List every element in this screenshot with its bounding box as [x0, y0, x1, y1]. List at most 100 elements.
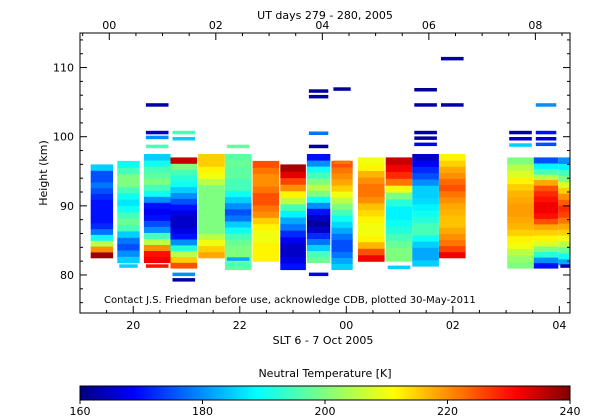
profile-cell	[224, 220, 252, 228]
profile-cell	[558, 211, 570, 218]
profile-cell	[385, 233, 413, 241]
profile-cell	[331, 233, 353, 240]
profile-cell	[117, 211, 140, 219]
isolated-segment	[145, 144, 169, 149]
profile-cell	[280, 177, 306, 185]
isolated-segment	[414, 130, 437, 135]
isolated-segment	[172, 137, 196, 141]
isolated-segment	[145, 135, 169, 140]
profile-cell	[224, 178, 252, 185]
profile-cell	[558, 175, 570, 182]
profile-cell	[252, 223, 280, 231]
profile-cell	[143, 226, 171, 233]
profile-cell	[558, 240, 570, 248]
plot-area	[90, 56, 570, 282]
profile-cell	[117, 237, 140, 245]
axes-ticks: 80 90 100 110 20 22 00 02 04	[53, 33, 570, 332]
profile-cell	[280, 262, 306, 271]
profile-cell	[198, 154, 225, 161]
colorbar-tick-label: 180	[192, 405, 213, 418]
profile-cell	[198, 251, 225, 259]
profile-cell	[224, 226, 252, 234]
profile-cell	[143, 208, 171, 215]
profile-cell	[331, 197, 353, 204]
profile-cell	[439, 239, 466, 247]
top-tick-label: 08	[528, 19, 542, 32]
profile-cell	[533, 174, 559, 181]
y-tick-label: 90	[60, 200, 74, 213]
profile-cell	[117, 224, 140, 232]
profile-column	[331, 160, 353, 270]
profile-cell	[198, 245, 225, 253]
profile-cell	[439, 190, 466, 198]
profile-cell	[280, 230, 306, 238]
profile-cell	[331, 173, 353, 180]
profile-cell	[170, 209, 198, 217]
profile-cell	[170, 186, 198, 193]
isolated-segment	[333, 87, 351, 91]
profile-cell	[117, 256, 140, 264]
profile-cell	[533, 251, 559, 258]
profile-cell	[143, 172, 171, 179]
profile-cell	[412, 210, 439, 217]
x-tick-label: 02	[446, 319, 460, 332]
isolated-segment	[441, 56, 464, 61]
profile-cell	[439, 202, 466, 210]
y-tick-label: 100	[53, 131, 74, 144]
profile-column	[412, 154, 439, 267]
x-axis-label: SLT 6 - 7 Oct 2005	[273, 334, 374, 347]
profile-column	[558, 157, 570, 266]
profile-cell	[358, 228, 385, 236]
profile-cell	[224, 172, 252, 179]
profile-cell	[170, 157, 198, 164]
profile-cell	[117, 173, 140, 181]
profile-cell	[412, 247, 439, 255]
profile-cell	[117, 192, 140, 200]
profile-cell	[412, 253, 439, 261]
profile-cell	[385, 157, 413, 165]
profile-cell	[331, 251, 353, 258]
profile-cell	[533, 240, 559, 247]
profile-cell	[198, 166, 225, 173]
profile-cell	[412, 172, 439, 180]
profile-cell	[358, 209, 385, 217]
profile-cell	[331, 160, 353, 168]
profile-cell	[224, 166, 252, 173]
profile-cell	[90, 251, 114, 259]
profile-cell	[224, 233, 252, 240]
isolated-segment	[509, 130, 532, 135]
profile-cell	[280, 190, 306, 198]
profile-cell	[358, 157, 385, 165]
profile-cell	[306, 190, 331, 197]
profile-cell	[143, 178, 171, 185]
profile-cell	[358, 176, 385, 184]
isolated-segment	[226, 257, 250, 261]
profile-cell	[170, 239, 198, 246]
profile-cell	[385, 198, 413, 207]
profile-cell	[358, 241, 385, 249]
profile-cell	[143, 250, 171, 258]
profile-cell	[533, 212, 559, 219]
profile-cell	[331, 179, 353, 186]
profile-cell	[533, 223, 559, 230]
profile-cell	[170, 227, 198, 234]
profile-cell	[358, 248, 385, 256]
profile-cell	[412, 154, 439, 161]
colorbar-tick-label: 160	[70, 405, 91, 418]
profile-cell	[280, 197, 306, 205]
profile-cell	[224, 154, 252, 161]
profile-cell	[412, 197, 439, 205]
profile-cell	[252, 254, 280, 262]
profile-cell	[439, 233, 466, 240]
profile-cell	[280, 236, 306, 244]
profile-cell	[252, 217, 280, 225]
profile-column	[385, 157, 413, 262]
isolated-segment	[535, 142, 557, 147]
profile-cell	[90, 211, 114, 218]
profile-cell	[198, 233, 225, 240]
profile-column	[439, 154, 466, 259]
profile-cell	[117, 186, 140, 194]
profile-cell	[306, 196, 331, 203]
profile-cell	[533, 262, 559, 269]
